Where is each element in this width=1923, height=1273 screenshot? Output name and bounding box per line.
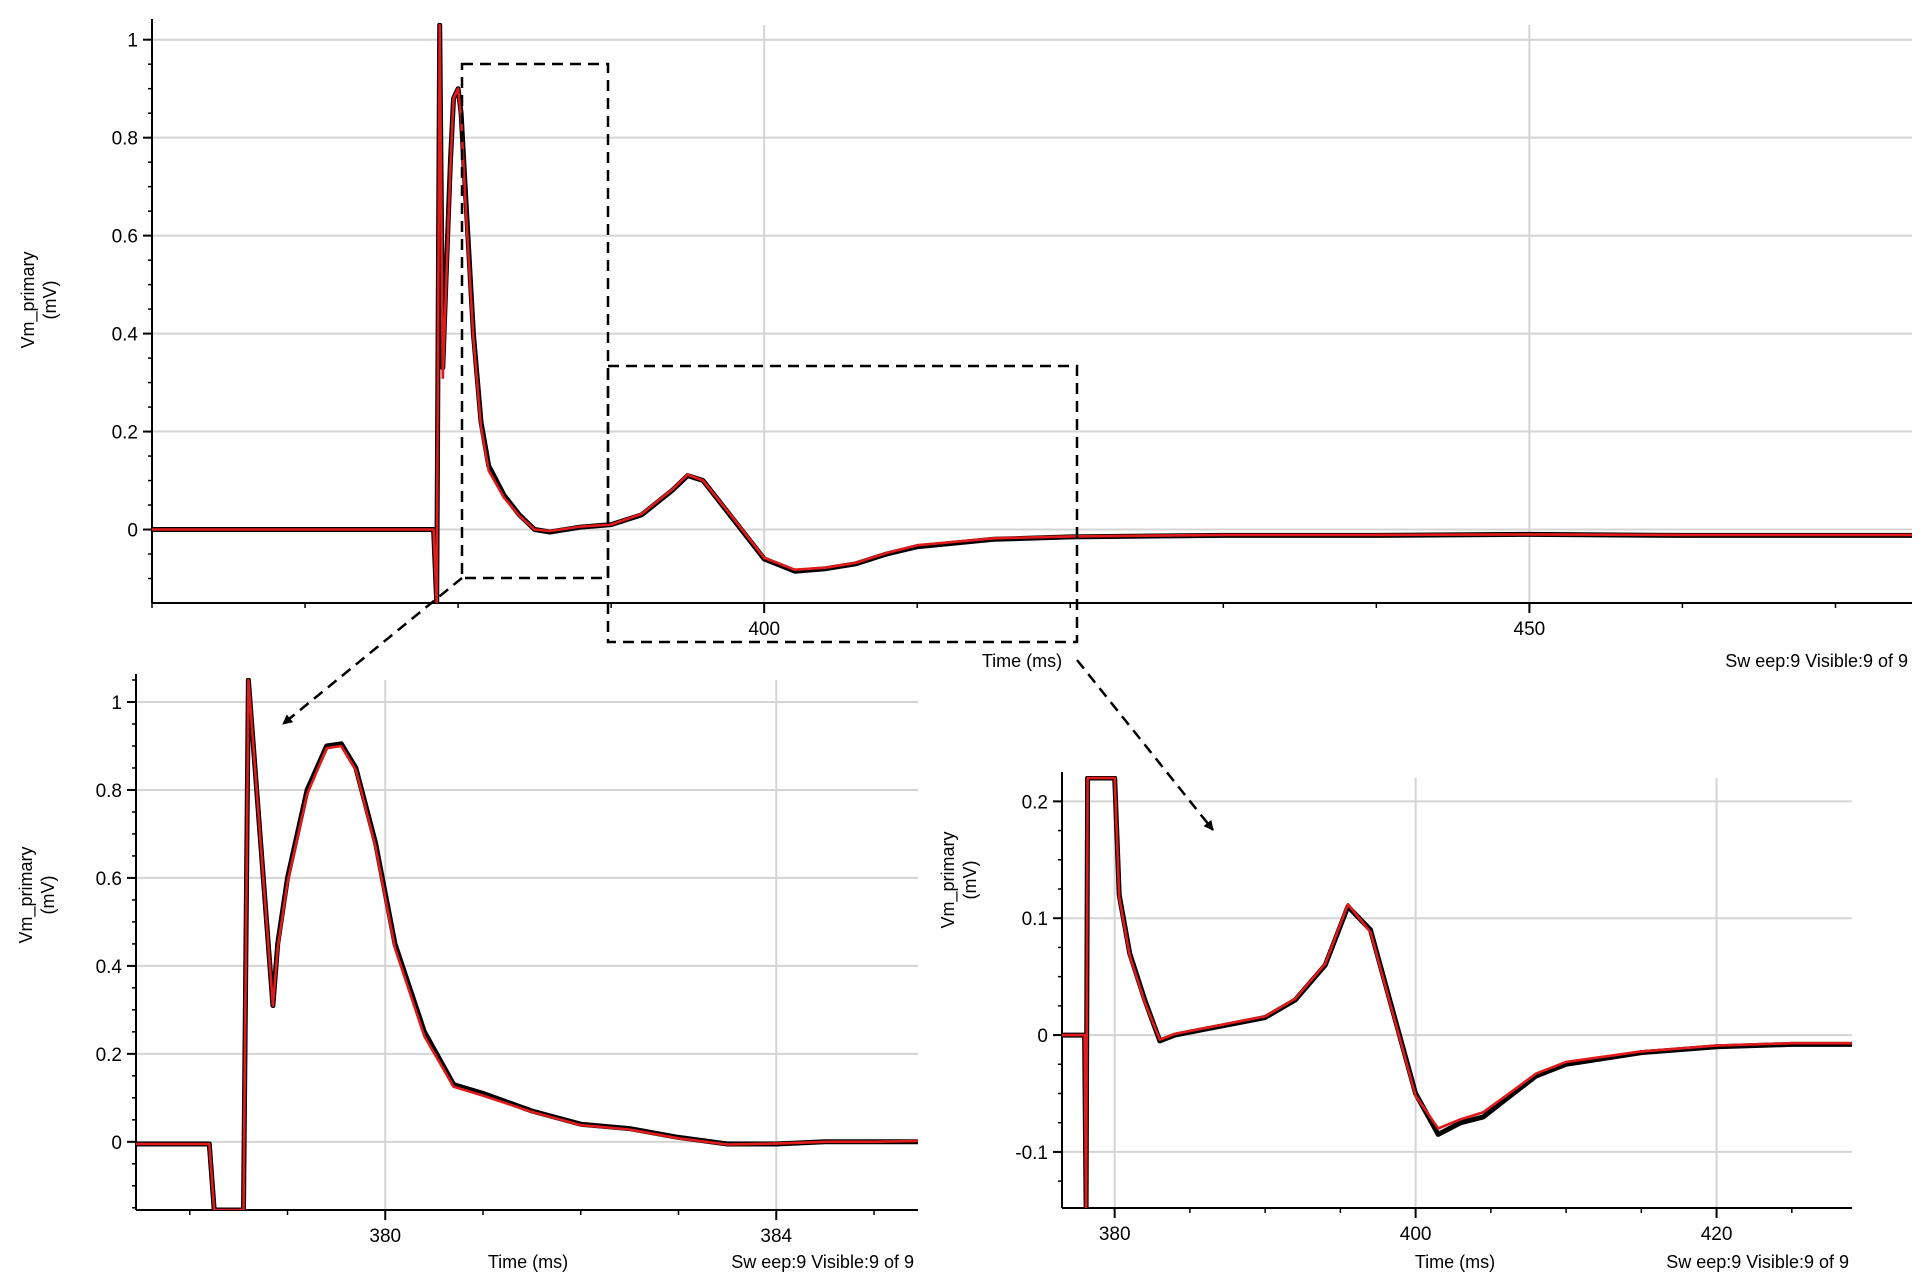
y-tick-label: 0.6: [112, 227, 138, 248]
y-tick-label: 0.2: [112, 423, 138, 444]
y-tick-label: 0.6: [96, 869, 122, 890]
x-axis-label: Time (ms): [488, 1252, 568, 1272]
traces: [1062, 776, 1852, 1208]
y-tick-label: 0.8: [112, 129, 138, 150]
y-axis-label: Vm_primary (mV): [938, 831, 980, 928]
zoom-box-left: [460, 62, 610, 580]
x-tick-label: 384: [760, 1226, 792, 1247]
x-axis-label: Time (ms): [1415, 1252, 1495, 1272]
mean-trace: [136, 678, 918, 1210]
zoom-annotations: [282, 62, 1214, 831]
y-tick-label: -0.1: [1015, 1143, 1048, 1164]
main-chart: 0 0.2 0.4 0.6 0.8 1 400 450 Vm_primary (mV) Time (…: [18, 19, 1912, 671]
y-tick-label: 1: [111, 693, 122, 714]
sweep-traces: [152, 23, 1912, 603]
zoom-arrow-right: [1076, 659, 1214, 831]
sweep-traces: [1062, 776, 1852, 1208]
x-tick-label: 380: [369, 1226, 401, 1247]
sweep-status: Sw eep:9 Visible:9 of 9: [1666, 1252, 1849, 1272]
y-axis-label: Vm_primary (mV): [16, 846, 58, 943]
y-tick-label: 0.1: [1022, 909, 1048, 930]
zoom-arrow-left: [282, 577, 463, 725]
mean-trace: [1062, 776, 1852, 1208]
x-axis-label: Time (ms): [982, 651, 1062, 671]
y-tick-label: 0.2: [1022, 792, 1048, 813]
traces: [152, 23, 1912, 603]
y-tick-label: 0.2: [96, 1045, 122, 1066]
sweep-status: Sw eep:9 Visible:9 of 9: [731, 1252, 914, 1272]
y-tick-label: 0.4: [96, 957, 123, 978]
x-tick-label: 420: [1701, 1224, 1733, 1245]
y-axis-label: Vm_primary (mV): [18, 251, 60, 348]
zoom-right-chart: -0.1 0 0.1 0.2 380 400 420 Vm_primary (mV) Time (…: [938, 772, 1852, 1272]
mean-trace: [152, 23, 1912, 603]
x-tick-label: 380: [1099, 1224, 1131, 1245]
y-tick-label: 0: [1037, 1026, 1048, 1047]
sweep-status: Sw eep:9 Visible:9 of 9: [1725, 651, 1908, 671]
x-tick-label: 400: [748, 619, 780, 640]
y-tick-label: 0.8: [96, 781, 122, 802]
y-tick-label: 1: [127, 31, 138, 52]
x-tick-label: 400: [1400, 1224, 1432, 1245]
y-tick-label: 0: [111, 1133, 122, 1154]
zoom-box-right: [606, 364, 1079, 644]
x-tick-label: 450: [1514, 619, 1546, 640]
zoom-left-chart: 0 0.2 0.4 0.6 0.8 1 380 384 Vm_primary (mV) Time (…: [16, 674, 918, 1272]
traces: [136, 678, 918, 1210]
y-tick-label: 0: [127, 521, 138, 542]
y-tick-label: 0.4: [112, 325, 139, 346]
